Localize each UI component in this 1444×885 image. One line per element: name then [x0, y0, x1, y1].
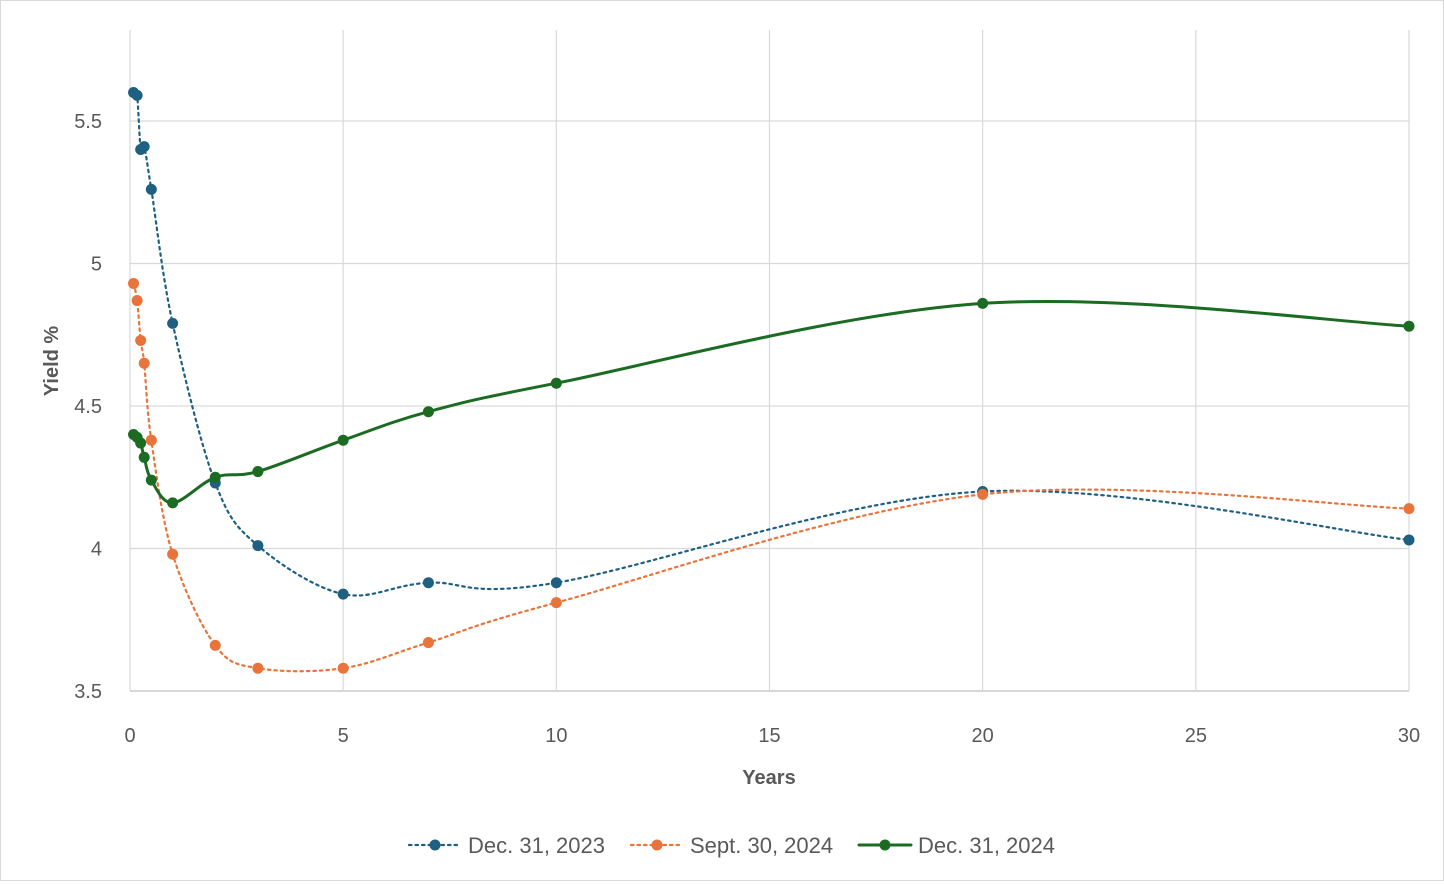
x-tick-label: 10 [545, 725, 567, 747]
data-point [167, 548, 179, 560]
data-point [1403, 534, 1415, 546]
series-line [132, 89, 1411, 597]
data-point [128, 277, 140, 289]
series-2 [128, 277, 1415, 674]
series-3 [128, 297, 1415, 509]
legend-marker [429, 839, 441, 851]
legend-marker [879, 839, 891, 851]
y-tick-labels: 3.5 4 4.5 5 5.5 [74, 111, 102, 703]
legend-label: Dec. 31, 2024 [918, 833, 1055, 858]
data-point [422, 577, 434, 589]
series-group [128, 87, 1415, 674]
data-point [135, 437, 147, 449]
series-line [132, 299, 1411, 505]
data-point [977, 297, 989, 309]
legend: Dec. 31, 2023 Sept. 30, 2024 Dec. 31, 2024 [407, 833, 1055, 858]
data-point [209, 639, 221, 651]
y-tick-label: 5 [91, 254, 102, 276]
data-point [550, 597, 562, 609]
y-tick-label: 4.5 [74, 396, 102, 418]
data-point [138, 141, 150, 153]
x-tick-label: 30 [1398, 725, 1420, 747]
data-point [167, 497, 179, 509]
legend-marker [651, 839, 663, 851]
data-point [550, 377, 562, 389]
x-tick-label: 25 [1185, 725, 1207, 747]
data-point [252, 662, 264, 674]
x-tick-label: 0 [124, 725, 135, 747]
legend-item: Sept. 30, 2024 [629, 833, 833, 858]
y-axis-title: Yield % [41, 326, 63, 397]
data-point [135, 334, 147, 346]
legend-label: Dec. 31, 2023 [468, 833, 605, 858]
x-tick-labels: 0 5 10 15 20 25 30 [124, 725, 1420, 747]
data-point [145, 434, 157, 446]
gridlines [129, 30, 1410, 692]
y-tick-label: 3.5 [74, 681, 102, 703]
data-point [977, 488, 989, 500]
data-point [337, 662, 349, 674]
data-point [252, 540, 264, 552]
y-tick-label: 4 [91, 539, 102, 561]
data-point [550, 577, 562, 589]
data-point [167, 317, 179, 329]
series-line [132, 282, 1411, 673]
x-tick-label: 15 [758, 725, 780, 747]
legend-item: Dec. 31, 2023 [407, 833, 605, 858]
y-tick-label: 5.5 [74, 111, 102, 133]
data-point [337, 434, 349, 446]
data-point [209, 471, 221, 483]
data-point [131, 295, 143, 307]
legend-label: Sept. 30, 2024 [690, 833, 833, 858]
data-point [145, 183, 157, 195]
x-tick-label: 20 [972, 725, 994, 747]
data-point [422, 406, 434, 418]
data-point [422, 637, 434, 649]
legend-item: Dec. 31, 2024 [857, 833, 1055, 858]
data-point [1403, 320, 1415, 332]
data-point [252, 466, 264, 478]
series-1 [128, 87, 1415, 600]
x-axis-title: Years [742, 767, 795, 789]
data-point [131, 89, 143, 101]
data-point [138, 357, 150, 369]
x-tick-label: 5 [338, 725, 349, 747]
data-point [138, 451, 150, 463]
data-point [337, 588, 349, 600]
data-point [1403, 503, 1415, 515]
data-point [145, 474, 157, 486]
